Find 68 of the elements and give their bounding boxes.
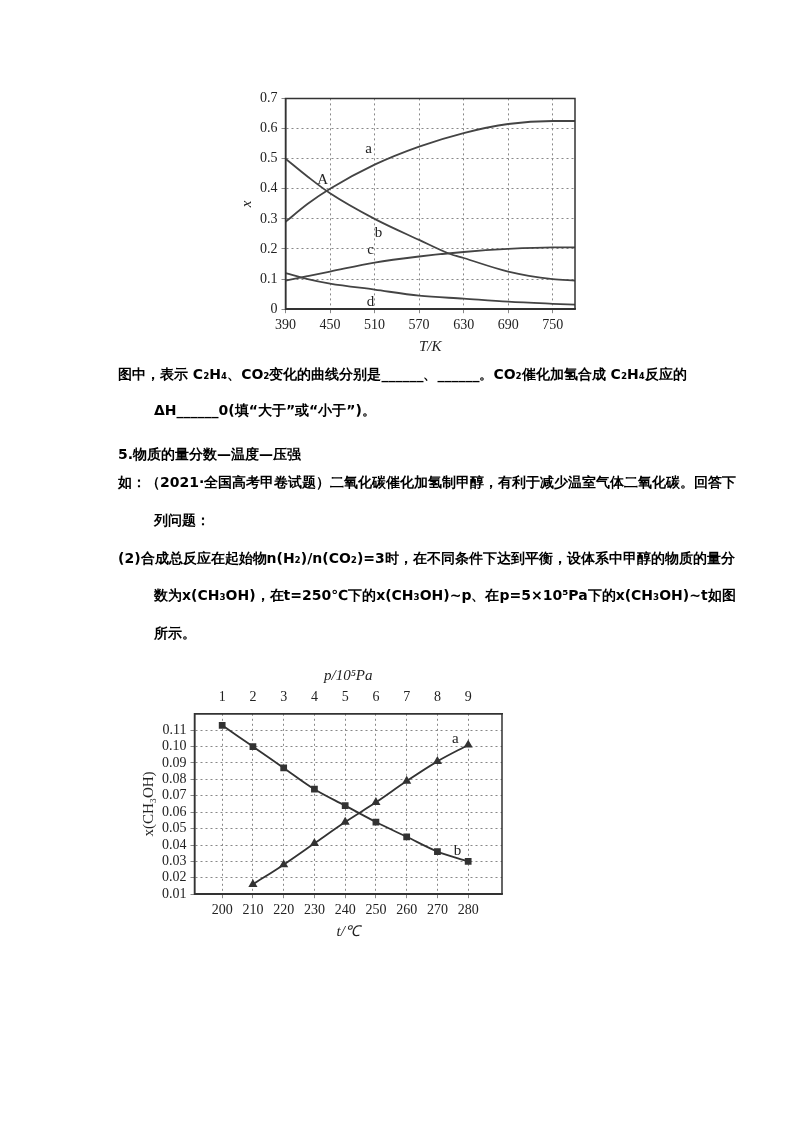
x-tick-label: 230 — [303, 902, 325, 918]
x2-tick-label: 9 — [464, 689, 472, 705]
y-tick-label: 0.03 — [162, 853, 187, 869]
y-tick-label: 0.3 — [260, 210, 278, 226]
point — [403, 833, 411, 841]
x-axis-title: t/℃ — [336, 922, 363, 939]
x2-tick-label: 8 — [433, 689, 441, 705]
y-tick-label: 0.07 — [162, 787, 187, 803]
y-tick-label: 0.01 — [162, 885, 187, 901]
y-axis-title: x(CH₃OH) — [139, 771, 157, 837]
x-tick-label: 630 — [453, 317, 475, 333]
series-label: c — [367, 241, 375, 258]
series-label: b — [374, 223, 383, 240]
point — [218, 721, 226, 729]
x2-tick-label: 2 — [249, 689, 257, 705]
y-tick-label: 0.02 — [162, 869, 187, 885]
y-tick-label: 0.4 — [260, 180, 278, 196]
x-tick-label: 690 — [497, 317, 519, 333]
x2-tick-label: 3 — [280, 689, 288, 705]
y-tick-label: 0.10 — [162, 738, 187, 754]
x-tick-label: 390 — [275, 317, 296, 333]
x-tick-label: 200 — [211, 902, 233, 918]
x2-tick-label: 5 — [341, 689, 349, 705]
x-axis-title: T/K — [418, 337, 443, 354]
point — [434, 848, 441, 855]
y-tick-label: 0.1 — [260, 270, 278, 286]
x-tick-label: 750 — [542, 317, 564, 333]
y-tick-label: 0.2 — [260, 240, 278, 256]
point — [280, 764, 288, 772]
point — [464, 858, 472, 865]
y-axis-title: x — [237, 200, 254, 209]
point — [341, 802, 349, 809]
y-tick-label: 0.06 — [162, 803, 187, 819]
x-tick-label: 270 — [426, 902, 448, 918]
x-tick-label: 240 — [334, 902, 356, 918]
annotation: A — [317, 170, 329, 187]
x-tick-label: 250 — [365, 902, 387, 918]
chart-title: 5.物质的量分数—温度—压强 — [118, 446, 303, 464]
x-tick-label: 510 — [364, 317, 386, 333]
text: 如：（2021·全国高考甲卷试题）二氧化碳催化加氢制甲醇，有利于减少温室气体二氧化碳。回答下列问题： — [118, 474, 737, 528]
x-tick-label: 570 — [408, 317, 430, 333]
series-label: b — [453, 842, 462, 859]
x-tick-label: 280 — [457, 902, 479, 918]
x2-tick-label: 6 — [372, 689, 380, 705]
x-tick-label: 450 — [319, 317, 341, 333]
y-tick-label: 0.09 — [162, 754, 187, 770]
y-tick-label: 0.11 — [162, 721, 187, 737]
x2-axis-title: p/10⁵Pa — [322, 666, 373, 683]
text: 图中，表示 C₂H₄、CO₂变化的曲线分别是______、______。CO₂催化加氢合成 C₂H₄反应的ΔH______0(填“大于”或“小于”)。 — [118, 366, 687, 419]
series-label: a — [452, 730, 460, 747]
x2-tick-label: 4 — [310, 689, 318, 705]
y-tick-label: 0.7 — [260, 90, 278, 106]
x2-tick-label: 1 — [218, 689, 226, 705]
y-tick-label: 0.5 — [260, 150, 278, 166]
x2-tick-label: 7 — [403, 689, 411, 705]
y-tick-label: 0 — [270, 300, 278, 316]
text: (2)合成总反应在起始物n(H₂)/n(CO₂)=3时，在不同条件下达到平衡，设体系中甲醇的物质的量分数为x(CH₃OH)，在t=250℃下的x(CH₃OH)~p、在p=5×10⁵Pa下的x(CH₃OH)~t如图所示。 — [118, 549, 736, 642]
series-label: a — [365, 139, 373, 156]
y-tick-label: 0.04 — [162, 836, 187, 852]
series-label: d — [366, 292, 375, 309]
x-tick-label: 210 — [242, 902, 264, 918]
x-tick-label: 220 — [273, 902, 295, 918]
y-tick-label: 0.05 — [162, 820, 187, 836]
y-tick-label: 0.6 — [260, 120, 278, 136]
point — [249, 743, 257, 750]
x-tick-label: 260 — [396, 902, 418, 918]
y-tick-label: 0.08 — [162, 771, 187, 787]
point — [311, 785, 318, 793]
